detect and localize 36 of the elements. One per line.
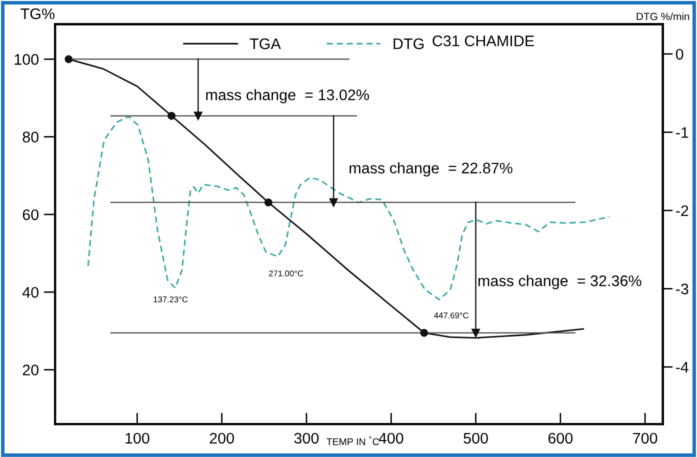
legend-label: DTG bbox=[394, 38, 424, 50]
x-tick-label: 300 bbox=[294, 432, 319, 444]
point bbox=[264, 198, 272, 206]
x-tick-label: 600 bbox=[548, 432, 573, 444]
point bbox=[420, 328, 428, 337]
x-tick-label: 500 bbox=[464, 432, 488, 444]
text: C31 CHAMIDE bbox=[432, 36, 534, 46]
y-tick-label: 80 bbox=[22, 132, 38, 142]
annotation: mass change = 32.36% bbox=[478, 275, 642, 290]
annotation: 271.00°C bbox=[269, 270, 304, 276]
point bbox=[168, 112, 176, 120]
y-tick-label: 100 bbox=[14, 54, 38, 65]
x-tick-label: 100 bbox=[126, 432, 150, 444]
x-axis-title: TEMP IN $^{°}$C bbox=[326, 436, 379, 446]
annotation: mass change = 22.87% bbox=[350, 162, 512, 176]
point bbox=[329, 198, 338, 207]
x-tick-label: 700 bbox=[633, 432, 658, 444]
annotation: mass change = 13.02% bbox=[206, 89, 369, 104]
x-tick-label: 400 bbox=[378, 432, 404, 444]
x-tick-label: 200 bbox=[210, 432, 234, 444]
point bbox=[64, 55, 73, 64]
y2-tick-label: -3 bbox=[676, 284, 688, 294]
y-axis-title: TG% bbox=[20, 8, 55, 20]
y2-tick-label: -4 bbox=[676, 362, 688, 373]
y2-tick-label: -1 bbox=[676, 127, 688, 138]
y-tick-label: 20 bbox=[22, 364, 38, 376]
y2-tick-label: -2 bbox=[676, 205, 688, 216]
y-tick-label: 60 bbox=[22, 209, 38, 220]
annotation: 447.69°C bbox=[434, 312, 468, 318]
legend-label: TGA bbox=[250, 38, 281, 50]
point bbox=[472, 328, 480, 338]
y-tick-label: 40 bbox=[22, 286, 38, 298]
point bbox=[194, 112, 202, 120]
annotation: 137.23°C bbox=[154, 296, 188, 302]
y2-axis-title: DTG %/min bbox=[636, 12, 690, 20]
y2-tick-label: 0 bbox=[676, 48, 684, 60]
